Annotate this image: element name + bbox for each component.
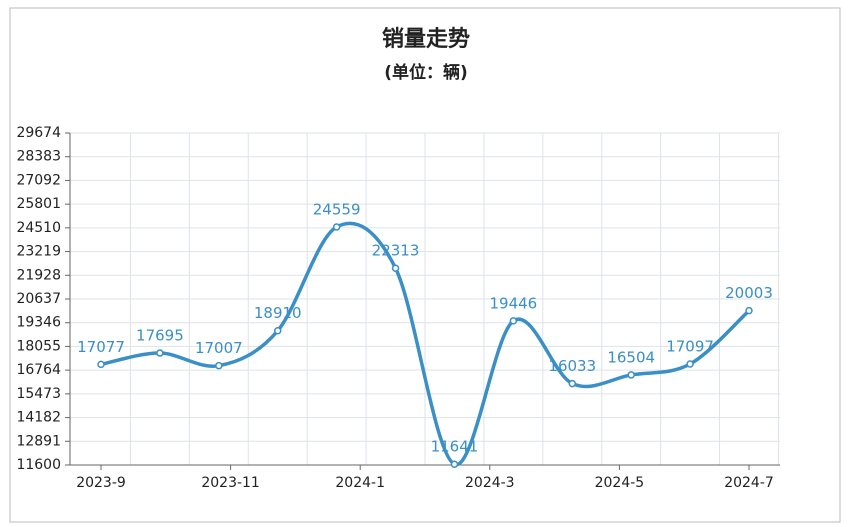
x-tick-label: 2024-7 xyxy=(724,475,774,491)
point xyxy=(450,460,459,468)
point xyxy=(568,379,577,388)
data-label: 24559 xyxy=(313,200,361,218)
point xyxy=(745,306,753,315)
y-tick-label: 21928 xyxy=(16,267,61,283)
y-tick-label: 11600 xyxy=(16,457,61,473)
point xyxy=(509,317,518,325)
point xyxy=(273,326,282,335)
point xyxy=(97,360,105,369)
y-tick-label: 28383 xyxy=(16,149,61,165)
y-tick-label: 14182 xyxy=(16,410,61,426)
chart-subtitle: (单位：辆) xyxy=(384,62,468,83)
data-label: 17097 xyxy=(666,338,714,356)
data-label: 17695 xyxy=(136,327,184,345)
data-label: 17007 xyxy=(195,339,243,357)
data-label: 17077 xyxy=(77,338,125,356)
point xyxy=(391,264,400,272)
point xyxy=(156,349,164,357)
x-tick-label: 2023-11 xyxy=(201,475,260,491)
x-tick-label: 2024-3 xyxy=(465,475,515,491)
x-tick-label: 2024-1 xyxy=(335,475,385,491)
y-tick-label: 25801 xyxy=(16,196,61,212)
series-line xyxy=(100,221,751,467)
y-tick-label: 12891 xyxy=(16,433,61,449)
y-tick-label: 27092 xyxy=(16,172,61,188)
y-tick-label: 23219 xyxy=(16,244,61,260)
point xyxy=(627,371,635,379)
point xyxy=(215,361,223,370)
data-label: 16504 xyxy=(607,348,655,366)
data-label: 22313 xyxy=(372,242,420,260)
y-tick-label: 15473 xyxy=(16,386,61,402)
y-tick-label: 18055 xyxy=(16,338,61,354)
data-label: 11641 xyxy=(431,438,479,456)
y-tick-label: 20637 xyxy=(16,291,61,307)
data-label: 20003 xyxy=(725,284,773,302)
point xyxy=(332,223,341,231)
y-tick-label: 24510 xyxy=(16,220,61,236)
x-tick-label: 2023-9 xyxy=(76,475,126,491)
y-tick-label: 16764 xyxy=(16,362,61,378)
data-label: 16033 xyxy=(548,357,596,375)
chart-title: 销量走势 xyxy=(382,26,470,52)
data-label: 19446 xyxy=(490,294,538,312)
data-label: 18910 xyxy=(254,304,302,322)
y-tick-label: 19346 xyxy=(16,315,61,331)
x-tick-label: 2024-5 xyxy=(595,475,645,491)
point xyxy=(686,360,694,368)
y-tick-label: 29674 xyxy=(16,125,61,141)
